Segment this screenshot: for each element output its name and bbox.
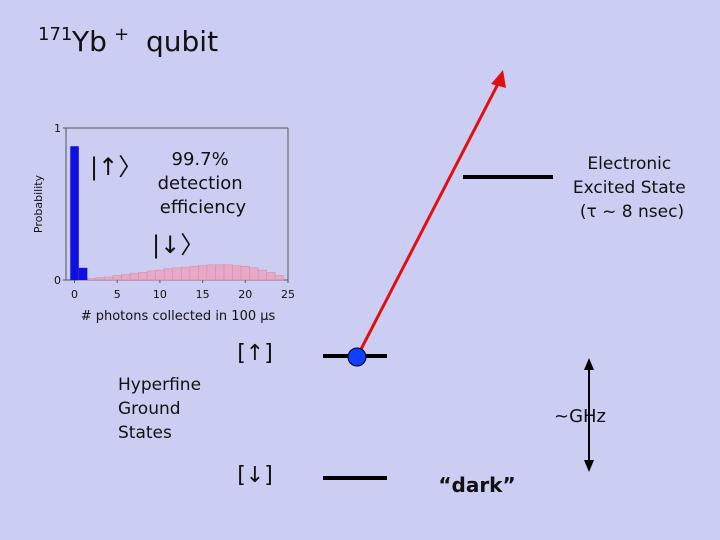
bar: [206, 264, 216, 281]
bar: [78, 267, 88, 280]
annotation-line: efficiency: [160, 197, 247, 218]
excited-label: Electronic Excited State (τ ~ 8 nsec): [573, 154, 691, 222]
arrow-head: [584, 358, 594, 370]
arrow-head: [491, 70, 506, 88]
y-axis-label: Probability: [32, 174, 45, 233]
annotation-line: detection: [158, 173, 243, 194]
excited-line: (τ ~ 8 nsec): [580, 202, 684, 222]
bar: [249, 267, 259, 281]
ground-label: Hyperfine Ground States: [118, 375, 206, 443]
y-tick-label: 1: [54, 122, 61, 135]
x-tick-label: 10: [153, 288, 167, 301]
bar: [70, 146, 79, 280]
excited-line: Excited State: [573, 178, 686, 198]
bar: [172, 267, 182, 281]
ground-line: Ground: [118, 399, 181, 419]
x-tick-label: 0: [71, 288, 78, 301]
ground-line: Hyperfine: [118, 375, 201, 395]
arrow-head: [584, 460, 594, 472]
y-tick-label: 0: [54, 274, 61, 287]
bar: [181, 266, 191, 281]
x-axis-label: # photons collected in 100 µs: [81, 309, 276, 324]
title-charge: +: [114, 24, 129, 45]
title: 171 Yb + qubit: [38, 24, 218, 58]
bar: [104, 276, 114, 281]
title-mass: 171: [38, 24, 72, 45]
bar: [129, 272, 139, 281]
bar: [223, 264, 233, 281]
bar: [189, 266, 199, 281]
bar: [146, 270, 156, 281]
bar: [163, 268, 173, 281]
bar: [240, 266, 250, 281]
bar: [138, 272, 148, 281]
splitting-label: ~GHz: [554, 406, 606, 427]
title-word: qubit: [146, 25, 218, 58]
down-state-label: |↓〉: [152, 231, 204, 259]
x-tick-label: 25: [281, 288, 295, 301]
bar: [215, 264, 225, 281]
dark-label: “dark”: [438, 473, 515, 497]
ground-line: States: [118, 423, 172, 443]
up-level-label: [↑]: [237, 341, 273, 366]
bar: [257, 269, 267, 281]
annotation-line: 99.7%: [172, 149, 229, 170]
bar: [198, 265, 208, 281]
up-state-label: |↑〉: [90, 153, 142, 181]
x-tick-label: 15: [196, 288, 210, 301]
bar: [121, 274, 131, 281]
x-tick-label: 5: [114, 288, 121, 301]
bar: [274, 275, 284, 281]
bar: [87, 278, 97, 281]
bar: [232, 265, 242, 281]
excited-line: Electronic: [587, 154, 671, 174]
bar: [112, 275, 122, 281]
bar: [266, 272, 276, 281]
title-element: Yb: [71, 25, 107, 58]
x-tick-label: 20: [238, 288, 252, 301]
bar: [155, 269, 165, 281]
ion: [347, 347, 367, 367]
bar: [95, 277, 105, 281]
down-level-label: [↓]: [237, 463, 273, 488]
laser-arrow: [355, 79, 502, 358]
annotation: 99.7% detection efficiency: [158, 149, 249, 218]
